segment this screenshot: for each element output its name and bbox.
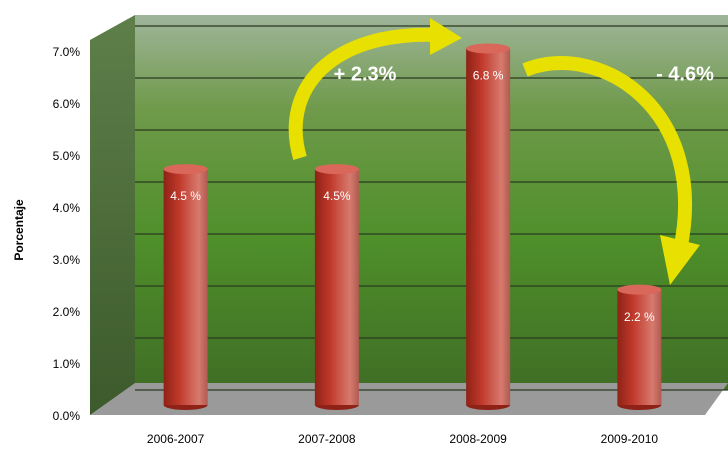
y-tick-label: 1.0% [53,357,81,371]
annotation: - 4.6% [656,63,714,85]
x-tick-label: 2009-2010 [601,432,659,446]
bar [314,169,359,405]
arrow-head [660,235,700,285]
value-label: 4.5% [323,189,351,203]
arrow [288,27,441,160]
bar-top [466,43,511,54]
y-tick-label: 3.0% [53,253,81,267]
bar-top [163,164,208,175]
y-axis-label: Porcentaje [12,199,26,261]
annotation: + 2.3% [334,63,397,85]
bar-top [617,284,662,295]
arrow [522,56,693,252]
x-tick-label: 2007-2008 [298,432,356,446]
bar-top [314,164,359,175]
y-tick-label: 0.0% [53,409,81,423]
x-tick-label: 2008-2009 [449,432,507,446]
y-tick-label: 6.0% [53,97,81,111]
bar [466,48,511,405]
y-tick-label: 5.0% [53,149,81,163]
value-label: 4.5 % [170,189,201,203]
y-tick-label: 4.0% [53,201,81,215]
floor [90,383,728,415]
y-tick-label: 7.0% [53,45,81,59]
bar [163,169,208,405]
value-label: 6.8 % [473,69,504,83]
x-tick-label: 2006-2007 [147,432,205,446]
y-tick-label: 2.0% [53,305,81,319]
arrow-head [430,18,462,55]
bar [617,289,662,405]
value-label: 2.2 % [624,310,655,324]
